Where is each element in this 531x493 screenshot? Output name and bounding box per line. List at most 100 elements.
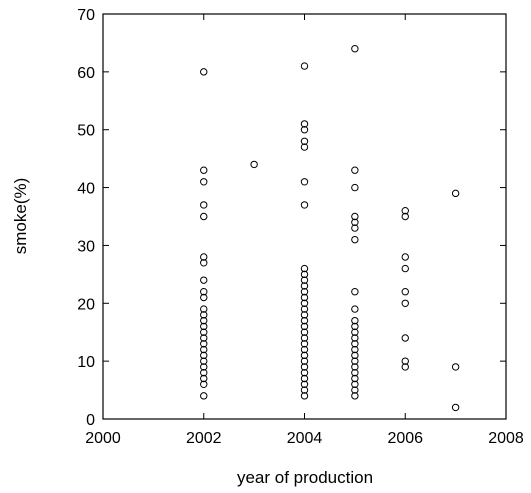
data-point bbox=[351, 288, 359, 296]
data-point bbox=[300, 264, 309, 273]
data-point bbox=[351, 380, 359, 388]
data-point bbox=[300, 328, 309, 336]
data-point bbox=[200, 305, 208, 313]
data-point bbox=[300, 374, 309, 383]
y-tick-label: 50 bbox=[77, 123, 95, 140]
data-point bbox=[200, 334, 208, 342]
data-point bbox=[401, 334, 409, 342]
data-point bbox=[351, 345, 359, 354]
y-tick-label: 60 bbox=[77, 65, 95, 82]
data-point bbox=[401, 288, 409, 296]
data-point bbox=[351, 386, 359, 394]
data-point bbox=[200, 178, 208, 186]
data-point bbox=[451, 403, 460, 412]
data-point bbox=[300, 316, 309, 325]
data-point bbox=[300, 143, 309, 151]
axis-ticks bbox=[102, 13, 507, 420]
data-point bbox=[300, 322, 309, 331]
y-tick-label: 10 bbox=[77, 354, 95, 371]
data-point bbox=[200, 68, 208, 76]
data-point bbox=[300, 351, 309, 360]
data-point bbox=[200, 340, 208, 348]
data-point bbox=[200, 363, 208, 371]
data-point bbox=[300, 288, 309, 296]
data-point bbox=[401, 299, 409, 307]
data-point bbox=[300, 282, 309, 290]
data-points bbox=[200, 45, 460, 412]
data-point bbox=[351, 305, 359, 313]
data-point bbox=[351, 351, 359, 360]
data-point bbox=[401, 357, 409, 365]
data-point bbox=[300, 270, 309, 279]
data-point bbox=[401, 253, 409, 261]
x-axis-tick-labels: 2000 2002 2004 2006 2008 bbox=[85, 430, 524, 447]
data-point bbox=[300, 345, 309, 354]
x-tick-label: 2002 bbox=[186, 430, 222, 447]
data-point bbox=[200, 345, 208, 354]
data-point bbox=[401, 207, 409, 215]
data-point bbox=[351, 166, 359, 174]
plot-area bbox=[102, 13, 507, 420]
x-tick-label: 2000 bbox=[85, 430, 121, 447]
data-point bbox=[351, 212, 359, 221]
data-point bbox=[300, 126, 309, 134]
y-axis-label: smoke(%) bbox=[11, 178, 30, 255]
data-point bbox=[401, 264, 409, 273]
y-tick-label: 70 bbox=[77, 7, 95, 24]
data-point bbox=[200, 328, 208, 336]
data-point bbox=[250, 160, 258, 169]
data-point bbox=[200, 311, 208, 319]
data-point bbox=[451, 189, 460, 198]
data-point bbox=[401, 212, 409, 221]
data-point bbox=[300, 137, 309, 145]
data-point bbox=[300, 386, 309, 394]
data-point bbox=[351, 322, 359, 331]
data-point bbox=[351, 374, 359, 383]
data-point bbox=[300, 293, 309, 302]
data-point bbox=[200, 276, 208, 284]
data-point bbox=[300, 311, 309, 319]
y-tick-label: 0 bbox=[86, 412, 95, 429]
data-point bbox=[351, 45, 359, 53]
data-point bbox=[451, 363, 460, 371]
data-point bbox=[300, 201, 309, 209]
data-point bbox=[351, 316, 359, 325]
y-tick-label: 20 bbox=[77, 296, 95, 313]
data-point bbox=[200, 369, 208, 377]
data-point bbox=[351, 334, 359, 342]
data-point bbox=[351, 218, 359, 226]
x-tick-label: 2006 bbox=[387, 430, 423, 447]
x-tick-label: 2008 bbox=[488, 430, 524, 447]
data-point bbox=[200, 357, 208, 365]
data-point bbox=[300, 392, 309, 400]
data-point bbox=[200, 259, 208, 267]
data-point bbox=[200, 253, 208, 261]
x-axis-label: year of production bbox=[237, 468, 373, 487]
data-point bbox=[351, 224, 359, 232]
data-point bbox=[351, 357, 359, 365]
data-point bbox=[300, 334, 309, 342]
data-point bbox=[200, 288, 208, 296]
y-axis-tick-labels: 0 10 20 30 40 50 60 70 bbox=[77, 7, 95, 429]
data-point bbox=[200, 293, 208, 302]
data-point bbox=[351, 183, 359, 192]
data-point bbox=[300, 380, 309, 388]
data-point bbox=[200, 166, 208, 174]
data-point bbox=[300, 340, 309, 348]
data-point bbox=[300, 276, 309, 284]
data-point bbox=[300, 363, 309, 371]
data-point bbox=[300, 178, 309, 186]
data-point bbox=[200, 316, 208, 325]
x-tick-label: 2004 bbox=[287, 430, 323, 447]
data-point bbox=[401, 363, 409, 371]
y-tick-label: 40 bbox=[77, 181, 95, 198]
data-point bbox=[200, 380, 208, 388]
data-point bbox=[200, 351, 208, 360]
data-point bbox=[300, 369, 309, 377]
data-point bbox=[300, 120, 309, 128]
data-point bbox=[351, 328, 359, 336]
data-point bbox=[300, 62, 309, 70]
data-point bbox=[200, 212, 208, 221]
data-point bbox=[200, 374, 208, 383]
